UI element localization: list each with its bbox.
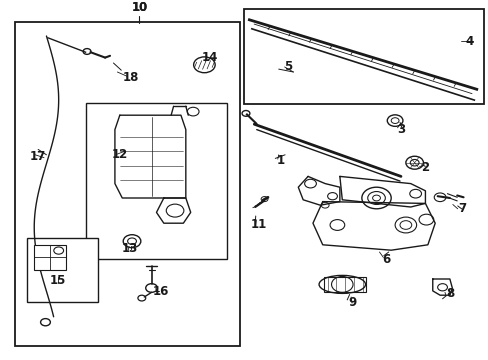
Text: 11: 11 bbox=[250, 219, 267, 231]
Bar bbox=[324, 277, 365, 292]
Text: 5: 5 bbox=[284, 60, 292, 73]
Text: 13: 13 bbox=[121, 242, 138, 255]
Text: 9: 9 bbox=[347, 296, 355, 309]
Text: 3: 3 bbox=[396, 123, 404, 136]
Text: 7: 7 bbox=[457, 202, 465, 215]
Text: 2: 2 bbox=[421, 161, 428, 174]
Text: 10: 10 bbox=[131, 1, 147, 14]
Text: 1: 1 bbox=[277, 154, 285, 167]
Text: 6: 6 bbox=[382, 253, 389, 266]
Text: 14: 14 bbox=[202, 51, 218, 64]
Text: 4: 4 bbox=[465, 35, 472, 48]
Text: 15: 15 bbox=[49, 274, 66, 287]
Text: 17: 17 bbox=[30, 150, 46, 163]
Bar bbox=[15, 22, 239, 346]
Bar bbox=[27, 238, 98, 302]
Text: 10: 10 bbox=[131, 1, 147, 14]
Text: 18: 18 bbox=[122, 71, 139, 84]
Text: 16: 16 bbox=[153, 285, 169, 298]
Text: 8: 8 bbox=[445, 287, 453, 300]
Bar bbox=[34, 245, 66, 270]
Bar bbox=[244, 9, 483, 104]
Bar bbox=[85, 103, 227, 259]
Text: 12: 12 bbox=[111, 148, 128, 161]
